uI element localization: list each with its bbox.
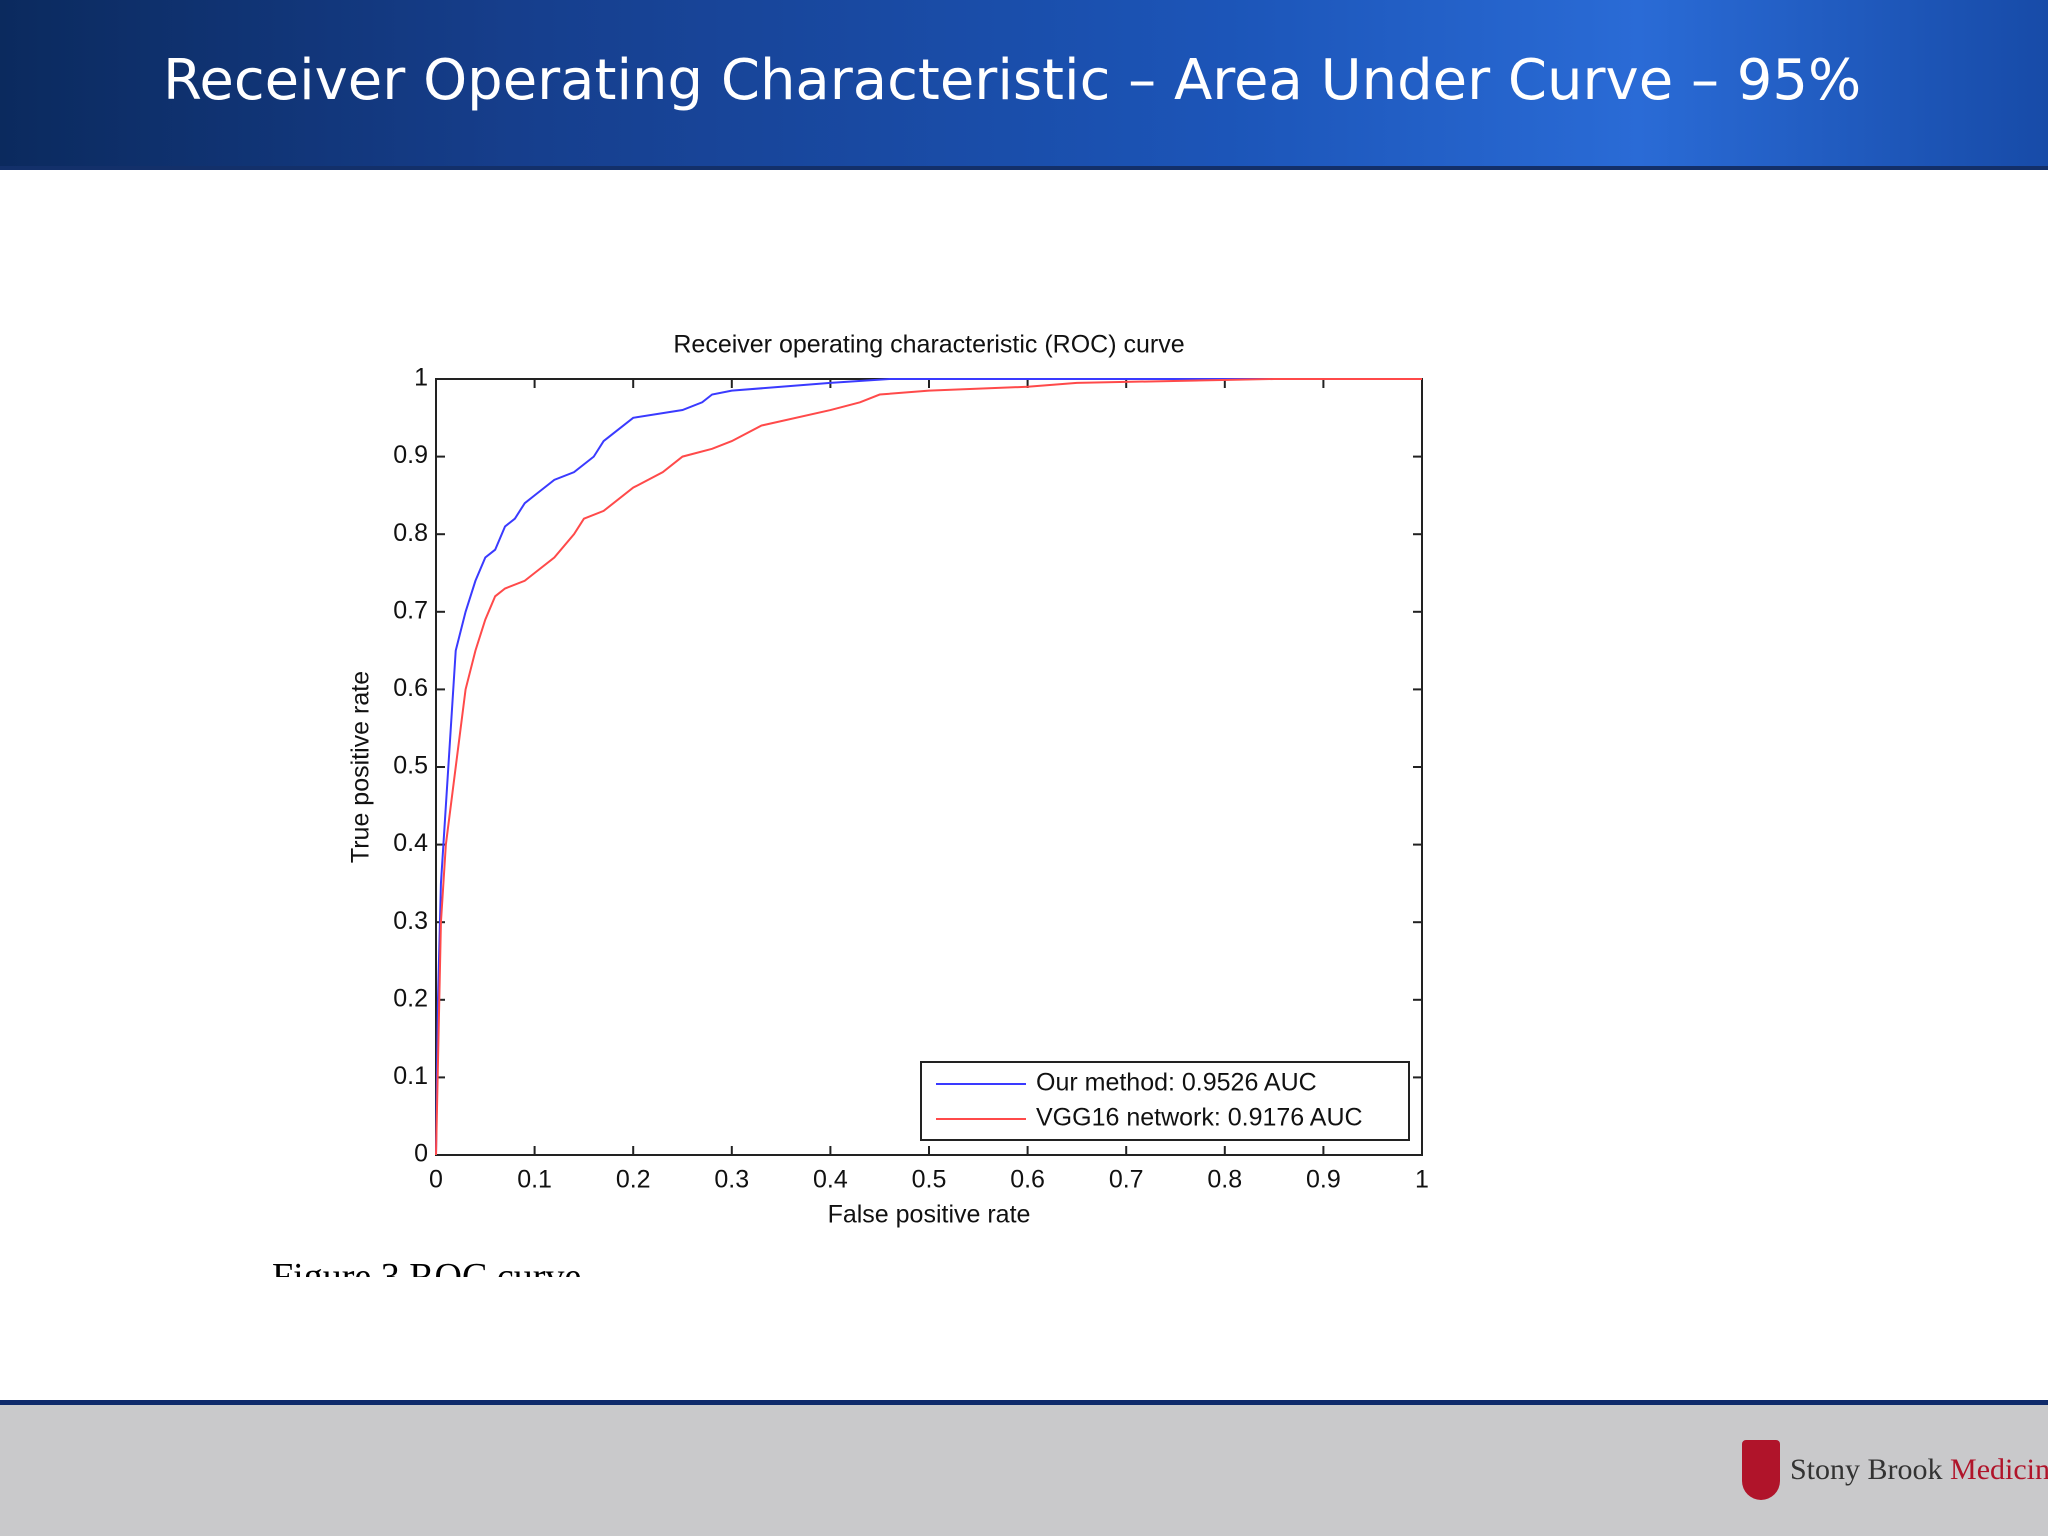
x-tick-label: 0.5: [912, 1166, 947, 1194]
x-tick-label: 0: [429, 1166, 443, 1194]
logo-accent: Medicine: [1950, 1453, 2048, 1486]
x-tick-label: 0.8: [1207, 1166, 1242, 1194]
chart-title: Receiver operating characteristic (ROC) …: [673, 331, 1184, 359]
y-axis-label: True positive rate: [347, 671, 375, 863]
plot-frame: [435, 378, 1423, 1156]
y-tick-label: 0: [414, 1140, 428, 1168]
series-line: [435, 378, 1422, 1156]
footer: [0, 1400, 2048, 1536]
y-tick-label: 0.9: [393, 441, 428, 469]
x-tick-label: 0.6: [1010, 1166, 1045, 1194]
figure-caption: Figure 3 ROC curve: [272, 1257, 581, 1277]
y-tick-label: 0.3: [393, 907, 428, 935]
x-tick-label: 0.4: [813, 1166, 848, 1194]
x-tick-label: 0.9: [1306, 1166, 1341, 1194]
series-line: [435, 378, 1422, 1156]
header: Receiver Operating Characteristic – Area…: [0, 0, 2048, 170]
x-tick-label: 0.7: [1109, 1166, 1144, 1194]
x-tick-label: 0.1: [517, 1166, 552, 1194]
legend-label: VGG16 network: 0.9176 AUC: [1036, 1104, 1363, 1132]
y-tick-label: 0.7: [393, 596, 428, 624]
x-tick-label: 1: [1415, 1166, 1429, 1194]
y-tick-label: 0.2: [393, 984, 428, 1012]
legend-box: [920, 1061, 1410, 1141]
logo-text: Stony Brook: [1790, 1453, 1943, 1486]
x-axis-label: False positive rate: [828, 1201, 1031, 1229]
slide-title: Receiver Operating Characteristic – Area…: [163, 48, 1862, 113]
x-tick-label: 0.3: [714, 1166, 749, 1194]
y-tick-label: 0.1: [393, 1062, 428, 1090]
y-tick-label: 1: [414, 364, 428, 392]
y-tick-label: 0.8: [393, 519, 428, 547]
y-tick-label: 0.6: [393, 674, 428, 702]
y-tick-label: 0.5: [393, 752, 428, 780]
logo: Stony Brook Medicine: [1790, 1453, 2048, 1487]
logo-shield: [1742, 1440, 1780, 1500]
y-tick-label: 0.4: [393, 829, 428, 857]
legend-label: Our method: 0.9526 AUC: [1036, 1069, 1317, 1097]
x-tick-label: 0.2: [616, 1166, 651, 1194]
